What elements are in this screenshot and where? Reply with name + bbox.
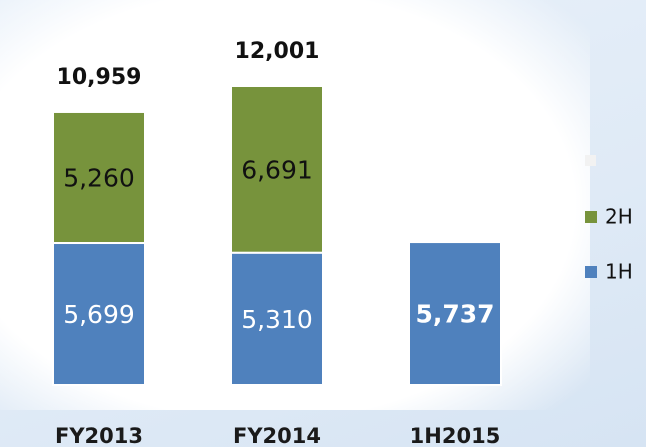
bar-segment bbox=[408, 241, 502, 386]
total-label: 10,959 bbox=[57, 65, 142, 90]
legend-swatch bbox=[585, 211, 597, 223]
legend-label: 2H bbox=[605, 205, 633, 229]
x-tick-label: FY2013 bbox=[55, 424, 143, 447]
bar-segment bbox=[230, 85, 324, 254]
value-label: 5,310 bbox=[241, 305, 313, 334]
x-tick-label: FY2014 bbox=[233, 424, 321, 447]
legend-label: 1H bbox=[605, 260, 633, 284]
x-tick-label: 1H2015 bbox=[410, 424, 501, 447]
bar-segment bbox=[52, 242, 146, 386]
bar-segment bbox=[230, 251, 324, 386]
bar-segment bbox=[52, 110, 146, 245]
legend-swatch-empty bbox=[585, 155, 596, 166]
value-label: 5,699 bbox=[63, 300, 135, 329]
value-label: 5,260 bbox=[63, 163, 135, 192]
legend-swatch bbox=[585, 266, 597, 278]
value-label: 5,737 bbox=[415, 300, 494, 329]
total-label: 12,001 bbox=[235, 39, 320, 64]
value-label: 6,691 bbox=[241, 155, 313, 184]
